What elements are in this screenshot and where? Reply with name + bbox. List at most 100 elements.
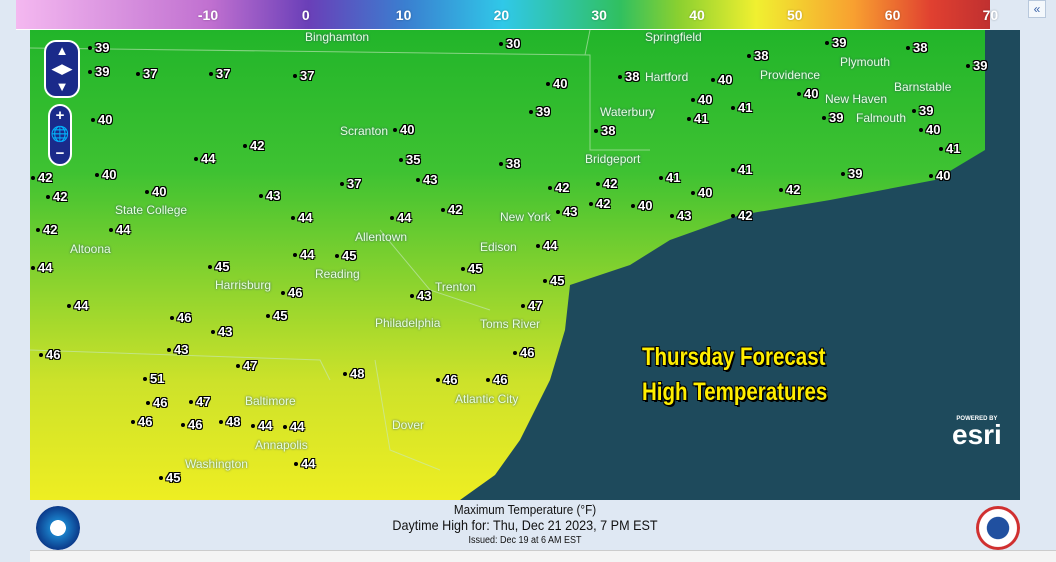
temperature-label: 43 xyxy=(258,188,281,203)
left-panel-edge xyxy=(0,0,16,562)
temperature-label: 39 xyxy=(840,166,863,181)
temperature-label: 44 xyxy=(30,260,53,275)
legend-tick: 70 xyxy=(982,7,999,23)
footer-bar xyxy=(30,550,1056,562)
temperature-label: 43 xyxy=(166,342,189,357)
temperature-label: 44 xyxy=(535,238,558,253)
temperature-label: 44 xyxy=(282,419,305,434)
city-label: Allentown xyxy=(355,230,408,244)
temperature-label: 40 xyxy=(90,112,113,127)
overlay-title: Thursday Forecast High Temperatures xyxy=(642,340,827,410)
temperature-label: 44 xyxy=(292,247,315,262)
temperature-label: 40 xyxy=(630,198,653,213)
legend-tick: -10 xyxy=(197,7,219,23)
temperature-label: 44 xyxy=(293,456,316,471)
city-label: Trenton xyxy=(435,280,476,294)
temperature-label: 42 xyxy=(35,222,58,237)
temperature-label: 41 xyxy=(686,111,709,126)
temperature-label: 39 xyxy=(87,64,110,79)
temperature-label: 46 xyxy=(512,345,535,360)
temperature-label: 40 xyxy=(144,184,167,199)
temperature-label: 37 xyxy=(135,66,158,81)
overlay-line-2: High Temperatures xyxy=(642,378,828,406)
temperature-label: 47 xyxy=(235,358,258,373)
temperature-label: 41 xyxy=(730,162,753,177)
map-base xyxy=(30,30,1020,500)
state-borders xyxy=(30,30,650,471)
temperature-label: 35 xyxy=(398,152,421,167)
legend-tick: 30 xyxy=(591,7,607,23)
city-label: Reading xyxy=(315,267,360,281)
legend-tick: 0 xyxy=(301,7,310,23)
temperature-label: 46 xyxy=(169,310,192,325)
caption-issued: Issued: Dec 19 at 6 AM EST xyxy=(468,535,582,546)
temperature-label: 42 xyxy=(45,189,68,204)
zoom-out-button[interactable]: − xyxy=(55,145,65,162)
city-label: New Haven xyxy=(825,92,888,106)
noaa-logo xyxy=(36,506,80,550)
temperature-label: 45 xyxy=(460,261,483,276)
temperature-label: 40 xyxy=(94,167,117,182)
temperature-label: 46 xyxy=(485,372,508,387)
temperature-label: 44 xyxy=(193,151,216,166)
temperature-label: 39 xyxy=(965,58,988,73)
temperature-label: 38 xyxy=(498,156,521,171)
temperature-label: 38 xyxy=(617,69,640,84)
temperature-label: 39 xyxy=(528,104,551,119)
temperature-label: 40 xyxy=(392,122,415,137)
temperature-label: 38 xyxy=(746,48,769,63)
temperature-label: 42 xyxy=(440,202,463,217)
temperature-label: 51 xyxy=(142,371,165,386)
temperature-label: 42 xyxy=(588,196,611,211)
city-label: Waterbury xyxy=(600,105,655,119)
city-label: Altoona xyxy=(70,242,111,256)
collapse-panel-button[interactable]: « xyxy=(1028,0,1046,18)
caption-valid-time: Daytime High for: Thu, Dec 21 2023, 7 PM… xyxy=(392,517,658,533)
temperature-label: 45 xyxy=(207,259,230,274)
temperature-label: 44 xyxy=(389,210,412,225)
city-label: Falmouth xyxy=(856,111,907,125)
nws-logo xyxy=(976,506,1020,550)
temperature-label: 40 xyxy=(928,168,951,183)
temperature-label: 40 xyxy=(796,86,819,101)
city-label: Hartford xyxy=(645,70,689,84)
temperature-label: 41 xyxy=(658,170,681,185)
city-label: Washington xyxy=(185,457,248,471)
temperature-label: 43 xyxy=(555,204,578,219)
temperature-label: 41 xyxy=(938,141,961,156)
esri-wordmark: esri xyxy=(952,419,1002,450)
esri-powered: POWERED BY xyxy=(956,416,998,422)
temperature-label: 42 xyxy=(778,182,801,197)
temperature-label: 44 xyxy=(108,222,131,237)
forecast-map[interactable]: Binghamton Springfield Providence Plymouth H… xyxy=(30,30,1020,500)
temperature-label: 40 xyxy=(710,72,733,87)
temperature-label: 37 xyxy=(339,176,362,191)
temperature-label: 39 xyxy=(87,40,110,55)
city-label: New York xyxy=(500,210,551,224)
temperature-label: 45 xyxy=(265,308,288,323)
temperature-label: 39 xyxy=(821,110,844,125)
city-label: Plymouth xyxy=(840,55,891,69)
temperature-label: 44 xyxy=(290,210,313,225)
temperature-label: 37 xyxy=(208,66,231,81)
legend-tick: 20 xyxy=(493,7,510,23)
map-caption: Maximum Temperature (°F) Daytime High fo… xyxy=(30,500,1020,550)
temperature-label: 41 xyxy=(730,100,753,115)
pan-control[interactable]: ▲ ◀▶ ▼ xyxy=(44,40,80,98)
temperature-label: 46 xyxy=(130,414,153,429)
temperature-label: 38 xyxy=(905,40,928,55)
temperature-label: 43 xyxy=(669,208,692,223)
temperature-label: 40 xyxy=(545,76,568,91)
city-label: Bridgeport xyxy=(585,152,641,166)
temperature-label: 42 xyxy=(595,176,618,191)
city-label: Barnstable xyxy=(894,80,952,94)
temperature-label: 45 xyxy=(158,470,181,485)
zoom-in-button[interactable]: + xyxy=(55,107,65,124)
zoom-control[interactable]: + 🌐 − xyxy=(48,104,72,166)
temperature-label: 37 xyxy=(292,68,315,83)
globe-icon[interactable]: 🌐 xyxy=(50,126,70,143)
city-label: Toms River xyxy=(480,317,541,331)
temperature-label: 46 xyxy=(435,372,458,387)
ocean xyxy=(460,30,1020,500)
city-label: Annapolis xyxy=(255,438,308,452)
